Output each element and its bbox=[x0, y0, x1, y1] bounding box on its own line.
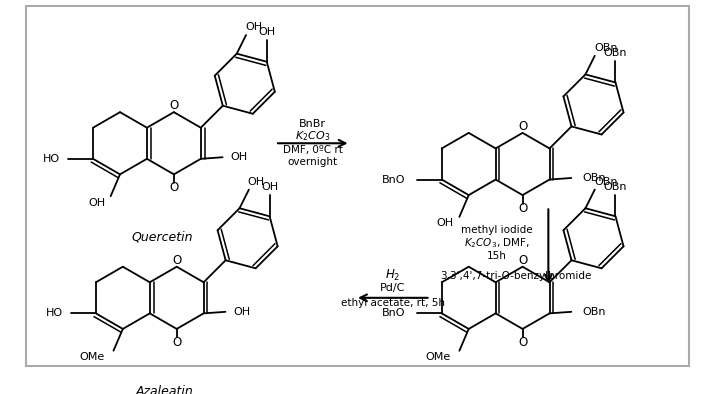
Text: O: O bbox=[169, 99, 179, 112]
Text: BnBr: BnBr bbox=[300, 119, 326, 129]
Text: O: O bbox=[172, 254, 182, 267]
Text: DMF, 0ºC rt: DMF, 0ºC rt bbox=[283, 145, 342, 155]
Text: OBn: OBn bbox=[603, 182, 627, 192]
Text: OBn: OBn bbox=[594, 43, 618, 53]
Text: 3,3',4',7-tri-O-benzylbromide: 3,3',4',7-tri-O-benzylbromide bbox=[440, 271, 591, 281]
Text: O: O bbox=[172, 336, 182, 349]
Text: O: O bbox=[518, 254, 527, 267]
Text: OH: OH bbox=[261, 182, 278, 192]
Text: $H_2$: $H_2$ bbox=[385, 268, 400, 283]
Text: O: O bbox=[518, 336, 527, 349]
Text: methyl iodide: methyl iodide bbox=[460, 225, 533, 235]
Text: OBn: OBn bbox=[594, 177, 618, 187]
Text: OBn: OBn bbox=[583, 307, 606, 317]
Text: OBn: OBn bbox=[603, 48, 627, 58]
Text: OH: OH bbox=[258, 28, 275, 37]
Text: BnO: BnO bbox=[382, 309, 405, 318]
Text: OH: OH bbox=[230, 152, 247, 162]
Text: OH: OH bbox=[437, 218, 454, 229]
Text: O: O bbox=[518, 202, 527, 215]
Text: ethyl acetate, rt, 5h: ethyl acetate, rt, 5h bbox=[341, 299, 445, 309]
Text: Azaleatin: Azaleatin bbox=[136, 385, 194, 394]
Text: OH: OH bbox=[233, 307, 250, 317]
Text: O: O bbox=[169, 181, 179, 194]
Text: O: O bbox=[518, 120, 527, 133]
Text: HO: HO bbox=[46, 309, 63, 318]
Text: OH: OH bbox=[245, 22, 262, 32]
Text: overnight: overnight bbox=[287, 157, 337, 167]
Text: OMe: OMe bbox=[80, 352, 105, 362]
Text: $K_2CO_3$: $K_2CO_3$ bbox=[295, 129, 330, 143]
Text: HO: HO bbox=[43, 154, 60, 164]
Text: 15h: 15h bbox=[487, 251, 506, 261]
Text: Quercetin: Quercetin bbox=[131, 230, 192, 243]
Text: Pd/C: Pd/C bbox=[380, 283, 405, 294]
Text: OBn: OBn bbox=[583, 173, 606, 183]
Text: BnO: BnO bbox=[382, 175, 405, 184]
Text: OMe: OMe bbox=[425, 352, 451, 362]
Text: OH: OH bbox=[248, 177, 265, 187]
Text: $K_2CO_3$, DMF,: $K_2CO_3$, DMF, bbox=[463, 236, 530, 250]
Text: OH: OH bbox=[88, 198, 105, 208]
